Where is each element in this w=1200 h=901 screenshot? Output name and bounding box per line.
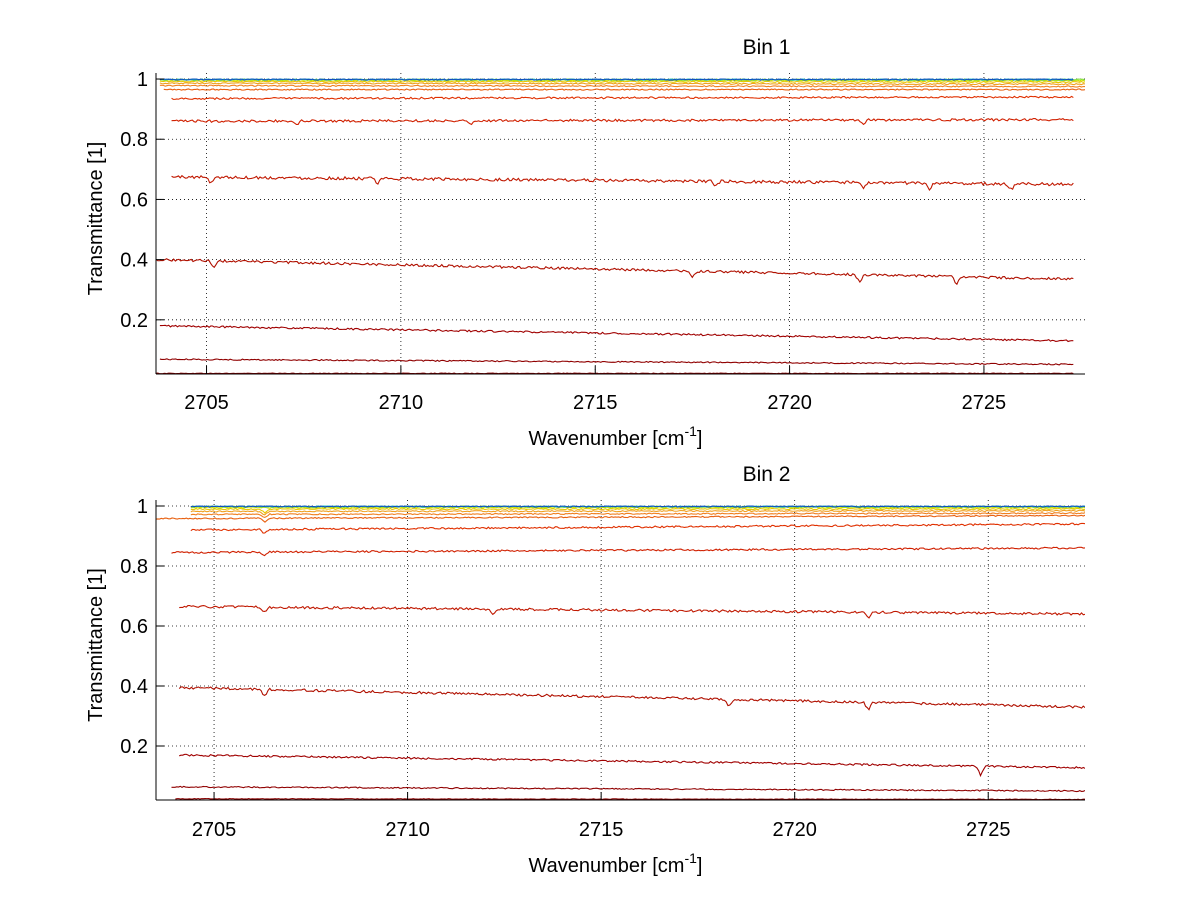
subplot-bin-2: 2705 2710 2715 2720 2725 0.2 0.4 0.6 0.8 1 Bin 2 Wa…: [85, 463, 1085, 877]
series-line: [159, 79, 1085, 82]
x-tick-label: 2725: [962, 392, 1007, 414]
x-tick-label: 2715: [573, 392, 618, 414]
y-tick-label: 1: [137, 496, 148, 518]
series-line: [171, 785, 1085, 793]
series-line: [159, 324, 1074, 343]
series-line: [179, 604, 1085, 619]
x-axis-label-tail: ]: [697, 855, 703, 877]
series-line: [171, 117, 1074, 126]
series-line: [171, 174, 1074, 191]
y-tick-label: 0.4: [120, 676, 148, 698]
series-line: [171, 546, 1085, 557]
series-line: [159, 358, 1074, 366]
y-tick-label: 0.6: [120, 616, 148, 638]
series-line: [171, 95, 1074, 101]
x-tick-label: 2710: [379, 392, 424, 414]
series-line: [175, 797, 1085, 800]
chart-title: Bin 1: [743, 36, 791, 59]
y-tick-label: 0.8: [120, 129, 148, 151]
y-tick-label: 0.2: [120, 310, 148, 332]
subplot-bin-1: 2705 2710 2715 2720 2725 0.2 0.4 0.6 0.8 1 Bin 1 Wa…: [85, 36, 1085, 450]
plot-area: [156, 73, 1085, 374]
y-tick-label: 0.8: [120, 556, 148, 578]
x-axis-label-superscript: -1: [684, 850, 697, 866]
plot-area: [156, 500, 1085, 800]
x-axis-label-tail: ]: [697, 428, 703, 450]
y-tick-label: 0.2: [120, 736, 148, 758]
x-tick-label: 2725: [966, 819, 1011, 841]
chart-title: Bin 2: [743, 463, 791, 486]
x-tick-label: 2720: [767, 392, 812, 414]
x-tick-label: 2705: [192, 819, 237, 841]
series-line: [190, 505, 1085, 508]
series-line: [179, 753, 1085, 778]
x-axis-label-main: Wavenumber [cm: [529, 428, 685, 450]
series-group: [156, 505, 1085, 800]
series-line: [190, 507, 1085, 514]
series-line: [159, 84, 1085, 88]
x-tick-label: 2710: [385, 819, 430, 841]
y-tick-label: 1: [137, 69, 148, 91]
series-line: [178, 686, 1085, 711]
y-tick-label: 0.6: [120, 189, 148, 211]
y-axis-label: Transmittance [1]: [85, 142, 107, 296]
y-axis-label: Transmittance [1]: [85, 568, 107, 722]
x-axis-label: Wavenumber [cm-1]: [529, 423, 703, 450]
series-line: [159, 78, 1074, 81]
series-line: [156, 258, 1074, 286]
x-axis-label-main: Wavenumber [cm: [529, 855, 685, 877]
series-line: [190, 512, 1085, 518]
y-tick-label: 0.4: [120, 250, 148, 272]
series-line: [163, 88, 1085, 91]
x-tick-label: 2720: [772, 819, 817, 841]
x-tick-label: 2715: [579, 819, 624, 841]
series-line: [190, 509, 1085, 516]
series-line: [156, 514, 1085, 523]
series-line: [190, 522, 1085, 534]
x-axis-label-superscript: -1: [684, 423, 697, 439]
series-line: [159, 82, 1085, 86]
x-tick-label: 2705: [184, 392, 229, 414]
x-axis-label: Wavenumber [cm-1]: [529, 850, 703, 877]
